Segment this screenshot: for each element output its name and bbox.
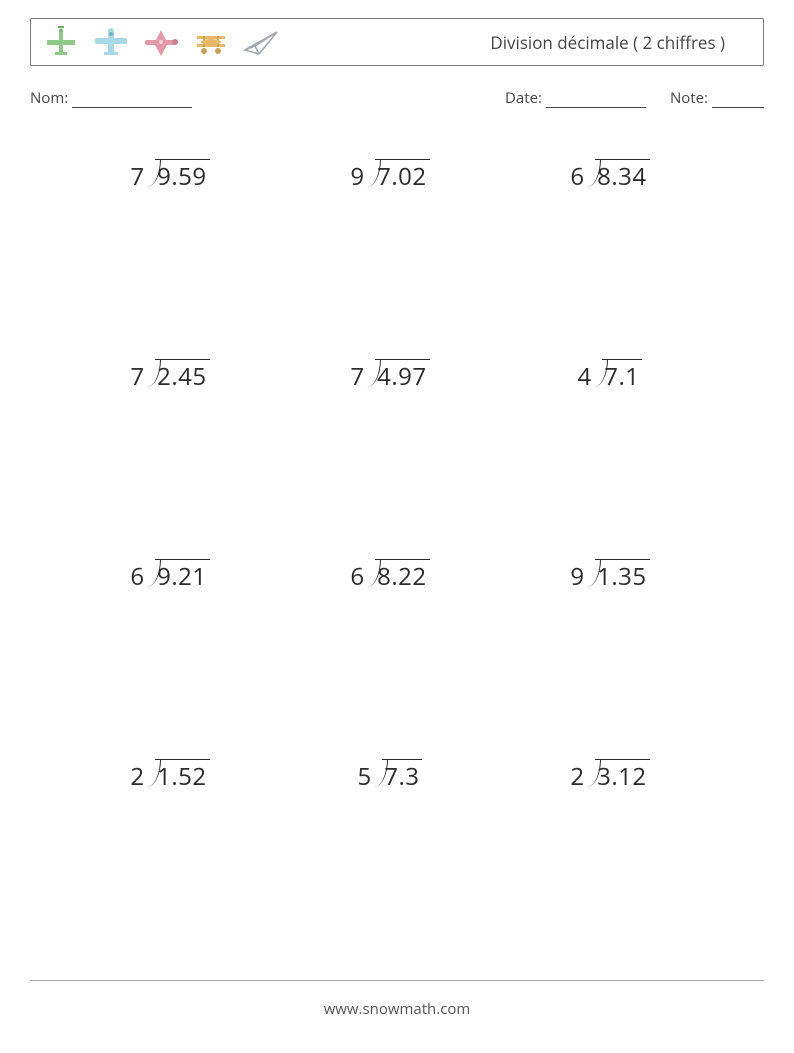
long-division-bracket: 9.59	[146, 160, 209, 193]
worksheet-title: Division décimale ( 2 chiffres )	[490, 31, 725, 54]
divisor: 5	[358, 760, 374, 793]
plane-green-prop-icon	[41, 24, 81, 60]
divisor: 6	[350, 560, 366, 593]
worksheet-header: Division décimale ( 2 chiffres )	[30, 18, 764, 66]
info-line: Nom: Date: Note:	[30, 88, 764, 108]
dividend: 8.34	[595, 159, 649, 193]
division-problem: 69.21	[130, 560, 209, 593]
date-label: Date:	[505, 88, 542, 108]
divisor: 6	[130, 560, 146, 593]
dividend: 7.1	[602, 359, 642, 393]
divisor: 7	[130, 360, 146, 393]
footer-link: www.snowmath.com	[0, 999, 794, 1019]
dividend: 3.12	[595, 759, 649, 793]
long-division-bracket: 4.97	[366, 360, 429, 393]
name-blank[interactable]	[72, 92, 192, 108]
long-division-bracket: 8.22	[366, 560, 429, 593]
header-icons	[41, 24, 281, 60]
plane-amber-biplane-icon	[191, 24, 231, 60]
dividend: 1.35	[595, 559, 649, 593]
long-division-bracket: 3.12	[586, 760, 649, 793]
divisor: 2	[570, 760, 586, 793]
date-blank[interactable]	[546, 92, 646, 108]
dividend: 9.59	[155, 159, 209, 193]
note-blank[interactable]	[712, 92, 764, 108]
divisor: 6	[570, 160, 586, 193]
long-division-bracket: 1.52	[146, 760, 209, 793]
long-division-bracket: 7.1	[593, 360, 642, 393]
division-problem: 97.02	[350, 160, 429, 193]
note-field: Note:	[670, 88, 764, 108]
dividend: 2.45	[155, 359, 209, 393]
dividend: 8.22	[375, 559, 429, 593]
division-problem: 23.12	[570, 760, 649, 793]
divisor: 9	[350, 160, 366, 193]
date-field: Date:	[505, 88, 646, 108]
long-division-bracket: 8.34	[586, 160, 649, 193]
division-problem: 74.97	[350, 360, 429, 393]
division-problem: 68.34	[570, 160, 649, 193]
note-label: Note:	[670, 88, 708, 108]
long-division-bracket: 1.35	[586, 560, 649, 593]
division-problem: 91.35	[570, 560, 649, 593]
divisor: 2	[130, 760, 146, 793]
divisor: 7	[130, 160, 146, 193]
division-problem: 21.52	[130, 760, 209, 793]
long-division-bracket: 2.45	[146, 360, 209, 393]
dividend: 9.21	[155, 559, 209, 593]
divisor: 9	[570, 560, 586, 593]
division-problem: 57.3	[358, 760, 423, 793]
dividend: 7.02	[375, 159, 429, 193]
paper-plane-icon	[241, 24, 281, 60]
division-problem: 47.1	[578, 360, 643, 393]
long-division-bracket: 7.02	[366, 160, 429, 193]
plane-cyan-icon	[91, 24, 131, 60]
divisor: 7	[350, 360, 366, 393]
footer-separator	[30, 980, 764, 981]
division-problem: 72.45	[130, 360, 209, 393]
division-problem: 68.22	[350, 560, 429, 593]
division-problem: 79.59	[130, 160, 209, 193]
dividend: 1.52	[155, 759, 209, 793]
divisor: 4	[578, 360, 594, 393]
name-label: Nom:	[30, 88, 68, 108]
name-field: Nom:	[30, 88, 192, 108]
long-division-bracket: 9.21	[146, 560, 209, 593]
long-division-bracket: 7.3	[373, 760, 422, 793]
plane-pink-icon	[141, 24, 181, 60]
dividend: 4.97	[375, 359, 429, 393]
dividend: 7.3	[382, 759, 422, 793]
problems-grid: 79.5997.0268.3472.4574.9747.169.2168.229…	[60, 160, 720, 960]
